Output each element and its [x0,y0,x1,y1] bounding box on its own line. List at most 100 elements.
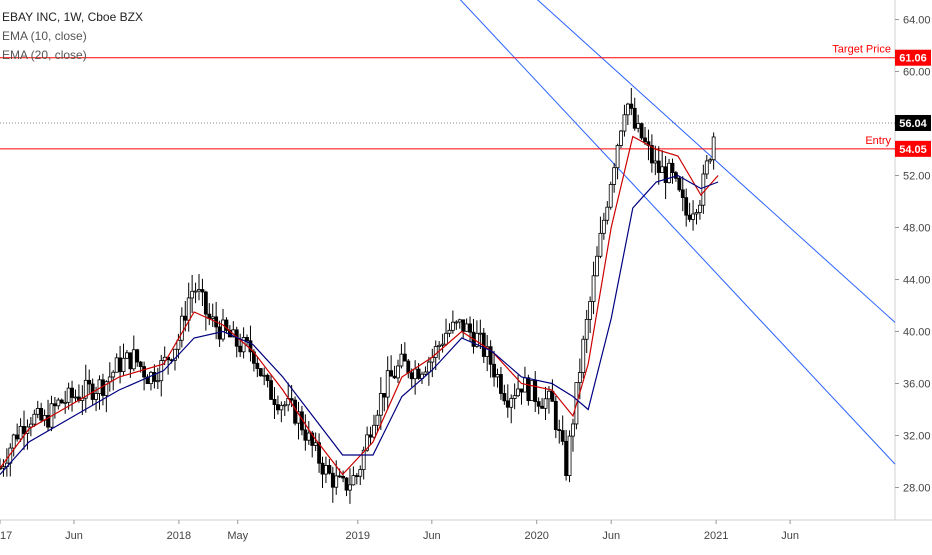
candle-body [358,469,363,477]
candle-body [385,370,390,398]
candle-body [437,344,442,347]
y-tick-label: 28.00 [903,483,931,495]
candle-body [28,423,33,428]
candle-body [612,167,617,185]
candle-body [56,399,61,407]
candle-body [114,357,119,373]
candle-body [643,137,647,143]
candle-body [601,219,606,234]
entry-value-text: 54.05 [899,144,927,156]
candle-body [543,398,548,409]
candle-body [488,346,493,365]
candle-body [468,323,472,333]
last-price-tag [895,114,931,131]
candle-body [687,214,692,220]
candle-body [516,388,520,397]
candle-body [595,255,599,277]
candle-body [276,404,280,411]
candle-body [485,346,490,357]
candle-body [310,432,315,446]
candle-body [265,374,270,382]
candle-body [361,449,366,470]
candle-body [107,376,112,383]
candle-body [351,475,356,486]
candle-body [121,357,126,373]
candle-body [317,442,321,464]
candle-body [670,162,675,173]
candle-body [423,371,428,375]
candle-body [354,475,359,478]
candle-body [179,315,184,341]
candle-body [553,400,558,430]
channel-line [459,0,896,465]
candle-body [588,301,593,320]
candle-body [392,375,397,379]
candle-body [704,160,709,175]
candle-body [330,472,335,488]
x-tick-label: Jun [602,530,620,542]
candle-body [255,362,260,369]
candle-body [368,434,373,438]
candle-body [183,315,188,321]
ema-slow-legend[interactable]: EMA (20, close) [2,48,87,62]
candle-body [499,374,503,394]
candle-body [399,353,404,367]
candle-body [11,434,16,449]
candle-body [584,318,589,340]
candle-body [94,393,98,400]
candle-body [327,465,332,474]
candle-body [341,475,345,479]
candle-body [344,477,349,491]
candle-body [653,160,658,164]
candle-body [567,435,572,476]
candle-body [711,136,716,161]
candle-body [210,316,215,319]
candle-body [176,339,181,350]
target-price-value-text: 61.06 [899,53,927,65]
ema-fast-legend[interactable]: EMA (10, close) [2,29,87,43]
candle-body [155,380,160,383]
candle-body [560,430,565,442]
y-tick-label: 44.00 [903,275,931,287]
candle-body [238,345,243,353]
entry-label: Entry [865,135,891,147]
candle-body [73,396,78,399]
candle-body [200,289,205,293]
candle-body [97,379,102,394]
candle-body [656,160,661,173]
candle-body [557,429,562,431]
candle-body [691,213,695,220]
candle-body [660,166,665,173]
y-tick-label: 48.00 [903,223,931,235]
x-tick-label: 2019 [346,530,370,542]
candle-body [149,371,153,385]
candle-body [409,372,414,380]
candle-body [512,395,517,399]
candle-body [378,393,383,416]
candle-body [615,145,620,169]
candle-body [667,162,671,183]
chart-legend: EBAY INC, 1W, Cboe BZX EMA (10, close) E… [2,8,143,65]
x-tick-label: 2018 [167,530,191,542]
candle-body [59,399,64,404]
candle-body [701,173,706,206]
candle-body [248,340,253,353]
candle-body [426,361,431,373]
y-tick-label: 64.00 [903,15,931,27]
candle-body [492,363,496,378]
candle-body [447,329,452,334]
x-tick-label: May [227,530,248,542]
x-tick-label: Jun [781,530,799,542]
candle-body [416,368,421,379]
symbol-title[interactable]: EBAY INC, 1W, Cboe BZX [2,10,143,24]
candle-body [18,426,23,440]
channel-line [536,0,896,323]
candle-body [680,189,685,199]
candle-body [502,393,507,402]
candle-body [52,403,57,407]
candle-body [66,387,71,403]
candle-body [598,232,603,257]
candle-body [413,368,418,380]
